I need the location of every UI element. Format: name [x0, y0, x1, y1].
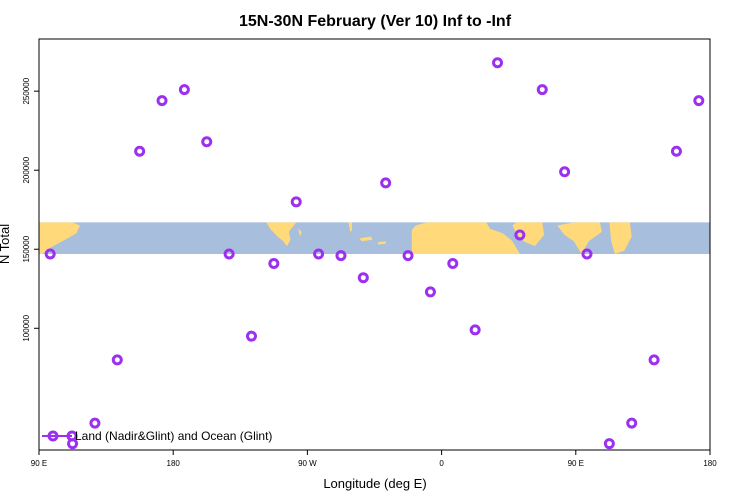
data-point	[402, 250, 414, 262]
chart-title: 15N-30N February (Ver 10) Inf to -Inf	[239, 13, 512, 30]
land-cuba	[359, 236, 373, 242]
data-point	[559, 166, 571, 178]
data-point	[223, 248, 235, 260]
legend: Land (Nadir&Glint) and Ocean (Glint)	[42, 429, 272, 443]
data-point	[357, 272, 369, 284]
x-tick-label: 90 E	[568, 459, 584, 468]
data-point	[245, 330, 257, 342]
land-arabia	[512, 222, 545, 247]
data-point	[536, 84, 548, 96]
data-point	[380, 177, 392, 189]
legend-label: Land (Nadir&Glint) and Ocean (Glint)	[75, 429, 272, 443]
land-asia	[39, 222, 80, 254]
x-tick-label: 90 E	[31, 459, 47, 468]
land-hispaniola	[378, 241, 386, 245]
plot-frame	[38, 38, 711, 451]
data-point	[156, 95, 168, 107]
data-point	[693, 95, 705, 107]
y-tick-label: 150000	[22, 235, 31, 262]
data-point	[201, 136, 213, 148]
data-point	[111, 354, 123, 366]
data-point	[626, 417, 638, 429]
x-axis-label: Longitude (deg E)	[323, 476, 426, 491]
data-point	[492, 57, 504, 69]
data-point	[581, 248, 593, 260]
data-point	[424, 286, 436, 298]
legend-marker	[66, 430, 78, 442]
data-point	[648, 354, 660, 366]
legend-marker	[47, 430, 59, 442]
data-point	[44, 248, 56, 260]
y-tick-label: 200000	[22, 156, 31, 183]
data-point	[268, 257, 280, 269]
x-tick-label: 90 W	[298, 459, 317, 468]
y-tick-label: 100000	[22, 314, 31, 341]
land-yucatan	[298, 228, 302, 237]
data-point	[178, 84, 190, 96]
ocean-area	[39, 222, 710, 254]
land-florida	[348, 222, 353, 232]
data-point	[134, 145, 146, 157]
y-axis-label: N Total	[0, 224, 12, 264]
x-tick-label: 180	[703, 459, 717, 468]
data-point	[469, 324, 481, 336]
land-india	[557, 222, 602, 254]
data-point	[290, 196, 302, 208]
axes: 90 E 180 90 W 0 90 E 180 100000 150000 200000 250…	[22, 38, 717, 468]
land-africa	[411, 222, 520, 254]
data-point	[514, 229, 526, 241]
data-point	[89, 417, 101, 429]
y-tick-label: 250000	[22, 77, 31, 104]
data-point	[335, 250, 347, 262]
data-point	[603, 438, 615, 450]
x-tick-label: 180	[167, 459, 181, 468]
land-mexico	[266, 222, 297, 247]
x-tick-label: 0	[439, 459, 444, 468]
land-se-asia	[609, 222, 632, 254]
data-point	[313, 248, 325, 260]
world-map-strip	[39, 222, 710, 254]
data-point	[447, 257, 459, 269]
data-point	[670, 145, 682, 157]
